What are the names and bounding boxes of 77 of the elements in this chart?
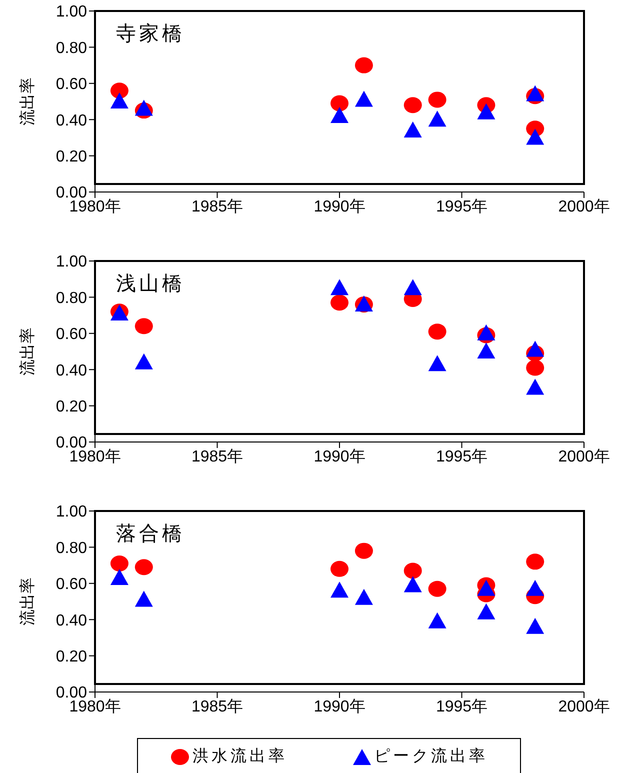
legend-label: 洪水流出率 xyxy=(192,746,288,767)
y-tick-label: 0.40 xyxy=(56,612,88,630)
point xyxy=(477,324,496,340)
point xyxy=(477,342,496,358)
x-tick-label: 1985年 xyxy=(191,448,244,466)
point xyxy=(526,378,544,395)
y-axis-title: 流出率 xyxy=(18,78,37,126)
x-tick-label: 1985年 xyxy=(191,698,244,716)
point xyxy=(404,279,422,296)
x-tick-label: 2000年 xyxy=(558,198,610,216)
x-tick-label: 1990年 xyxy=(314,448,366,466)
point xyxy=(134,590,153,607)
y-tick-label: 0.20 xyxy=(56,648,88,666)
point xyxy=(330,95,348,112)
point xyxy=(134,559,153,576)
x-tick-label: 1995年 xyxy=(436,198,488,216)
point xyxy=(477,603,496,620)
point xyxy=(110,555,128,572)
point xyxy=(330,279,348,296)
y-tick-label: 0.60 xyxy=(56,576,88,594)
y-tick-label: 0.80 xyxy=(56,540,88,557)
point xyxy=(354,90,373,107)
point xyxy=(134,318,153,334)
point xyxy=(526,128,544,145)
point xyxy=(110,82,128,99)
point xyxy=(110,568,128,585)
point xyxy=(477,103,496,120)
point xyxy=(110,92,128,108)
point xyxy=(428,324,446,340)
point xyxy=(526,554,544,570)
y-axis-title: 流出率 xyxy=(18,328,37,376)
point xyxy=(404,121,422,138)
point xyxy=(526,360,544,376)
point xyxy=(330,294,348,311)
y-tick-label: 1.00 xyxy=(56,254,88,271)
point xyxy=(354,57,373,74)
x-tick-label: 1985年 xyxy=(191,198,244,216)
y-tick-label: 0.20 xyxy=(56,148,88,166)
y-tick-label: 0.80 xyxy=(56,40,88,57)
point xyxy=(526,340,544,357)
point xyxy=(354,542,373,559)
text: 落合橋 xyxy=(116,522,185,547)
point xyxy=(134,100,153,116)
x-tick-label: 1995年 xyxy=(436,698,488,716)
point xyxy=(428,92,446,108)
point xyxy=(428,612,446,628)
point xyxy=(526,580,544,596)
y-tick-label: 0.20 xyxy=(56,398,88,416)
legend-label: ピーク流出率 xyxy=(374,746,488,767)
point xyxy=(428,355,446,372)
point xyxy=(428,110,446,127)
x-tick-label: 1990年 xyxy=(314,198,366,216)
point xyxy=(404,576,422,592)
x-tick-label: 2000年 xyxy=(558,698,610,716)
y-tick-label: 1.00 xyxy=(56,4,88,21)
point xyxy=(330,582,348,598)
point xyxy=(526,618,544,634)
point xyxy=(404,97,422,114)
y-tick-label: 0.40 xyxy=(56,112,88,130)
x-tick-label: 1995年 xyxy=(436,448,488,466)
point xyxy=(428,580,446,597)
y-tick-label: 1.00 xyxy=(56,504,88,521)
y-tick-label: 0.60 xyxy=(56,326,88,344)
point xyxy=(134,353,153,370)
point xyxy=(526,85,544,102)
x-tick-label: 1990年 xyxy=(314,698,366,716)
y-axis-title: 流出率 xyxy=(18,578,37,626)
x-tick-label: 2000年 xyxy=(558,448,610,466)
point xyxy=(404,562,422,579)
y-tick-label: 0.60 xyxy=(56,76,88,94)
text: 寺家橋 xyxy=(116,22,185,47)
point xyxy=(330,106,348,123)
point xyxy=(330,560,348,577)
y-tick-label: 0.40 xyxy=(56,362,88,380)
point xyxy=(354,588,373,605)
y-tick-label: 0.80 xyxy=(56,290,88,307)
text: 浅山橋 xyxy=(116,272,185,297)
